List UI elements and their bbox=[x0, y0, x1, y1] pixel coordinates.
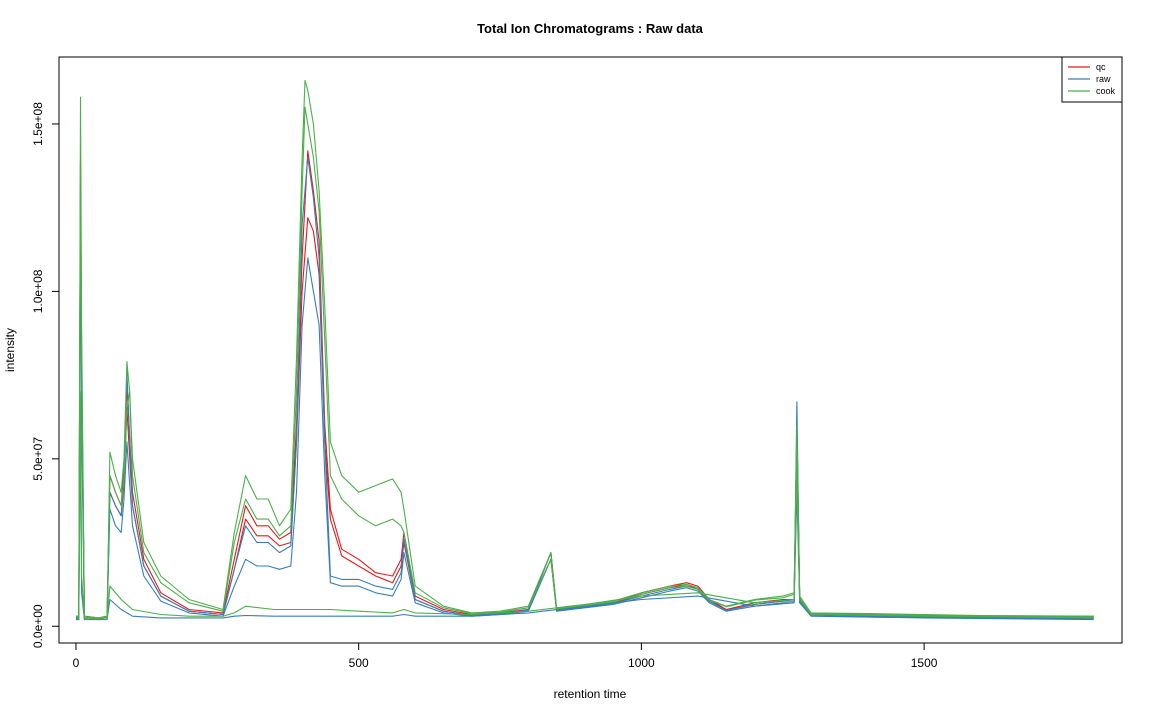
x-tick-label: 500 bbox=[349, 656, 369, 670]
y-axis: 0.0e+00 5.0e+07 1.0e+08 1.5e+08 bbox=[31, 102, 60, 648]
series-layer bbox=[76, 79, 1094, 621]
plot-frame bbox=[58, 56, 1123, 644]
y-tick-label: 5.0e+07 bbox=[31, 437, 45, 481]
chart-title: Total Ion Chromatograms : Raw data bbox=[477, 21, 704, 36]
series-cook-trace-1 bbox=[76, 79, 1094, 619]
series-raw-trace-1 bbox=[76, 156, 1094, 620]
x-tick-label: 0 bbox=[73, 656, 80, 670]
x-axis: 0 500 1000 1500 bbox=[73, 642, 938, 670]
series-cook-trace-2 bbox=[76, 106, 1094, 620]
series-qc-trace-1 bbox=[76, 150, 1094, 619]
series-raw-trace-3 bbox=[76, 424, 1094, 621]
legend-label-cook: cook bbox=[1096, 86, 1116, 96]
y-tick-label: 0.0e+00 bbox=[31, 604, 45, 648]
series-cook bbox=[76, 79, 1094, 620]
y-tick-label: 1.0e+08 bbox=[31, 269, 45, 313]
series-raw bbox=[76, 156, 1094, 621]
x-axis-label: retention time bbox=[554, 687, 627, 701]
series-qc-trace-2 bbox=[76, 190, 1094, 620]
x-tick-label: 1500 bbox=[911, 656, 938, 670]
series-cook-trace-3 bbox=[76, 391, 1094, 620]
series-raw-trace-2 bbox=[76, 223, 1094, 621]
legend: qc raw cook bbox=[1061, 56, 1123, 103]
y-tick-label: 1.5e+08 bbox=[31, 102, 45, 146]
legend-label-raw: raw bbox=[1096, 74, 1111, 84]
legend-label-qc: qc bbox=[1096, 62, 1106, 72]
x-tick-label: 1000 bbox=[628, 656, 655, 670]
y-axis-label: intensity bbox=[3, 328, 17, 372]
series-qc bbox=[76, 150, 1094, 620]
